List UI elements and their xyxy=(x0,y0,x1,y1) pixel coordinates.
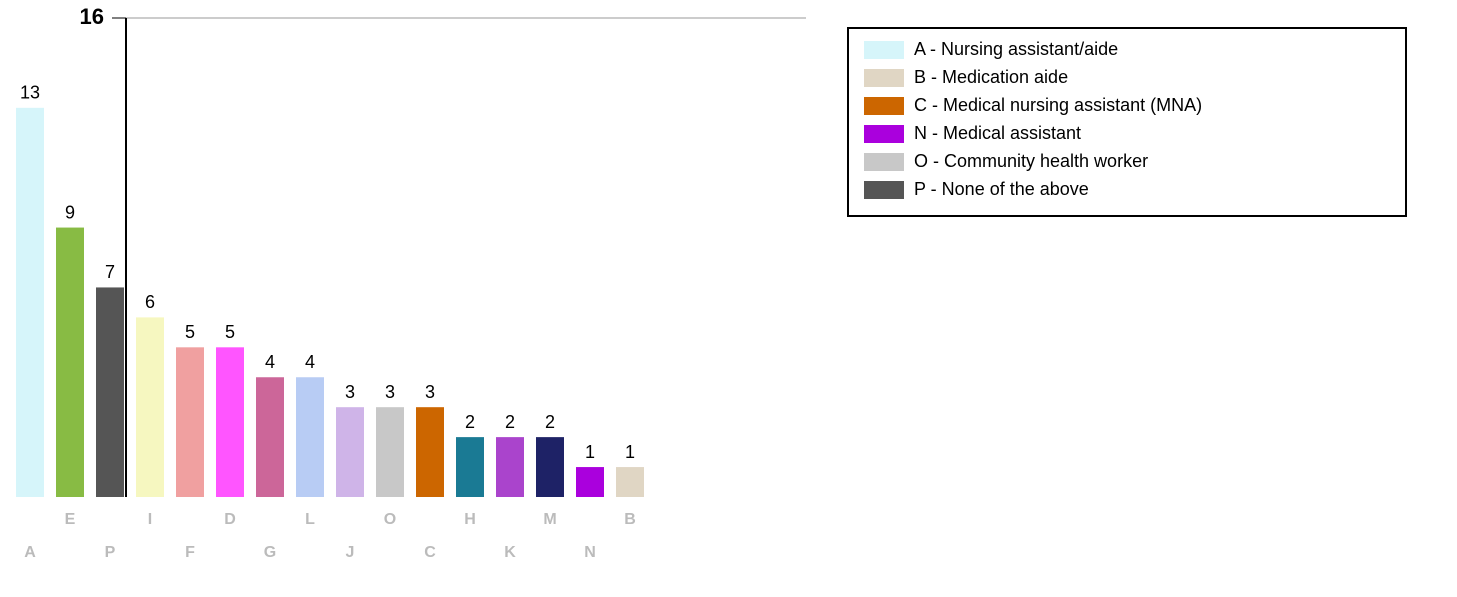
bar xyxy=(176,347,204,497)
value-label: 3 xyxy=(345,382,355,402)
value-label: 1 xyxy=(625,442,635,462)
bar xyxy=(216,347,244,497)
value-label: 4 xyxy=(305,352,315,372)
value-label: 5 xyxy=(185,322,195,342)
legend-swatch xyxy=(864,69,904,87)
value-label: 3 xyxy=(425,382,435,402)
x-tick-label: B xyxy=(624,511,636,528)
legend-swatch xyxy=(864,97,904,115)
bar xyxy=(56,228,84,497)
x-tick-label: G xyxy=(264,544,276,561)
value-label: 2 xyxy=(545,412,555,432)
value-label: 1 xyxy=(585,442,595,462)
bar xyxy=(456,437,484,497)
legend-swatch xyxy=(864,181,904,199)
value-label: 2 xyxy=(465,412,475,432)
legend-swatch xyxy=(864,125,904,143)
legend-label: A - Nursing assistant/aide xyxy=(914,39,1118,59)
value-label: 6 xyxy=(145,292,155,312)
bar xyxy=(336,407,364,497)
bar xyxy=(496,437,524,497)
legend-label: P - None of the above xyxy=(914,179,1089,199)
bar xyxy=(296,377,324,497)
bar xyxy=(16,108,44,497)
x-tick-label: F xyxy=(185,544,195,561)
bar xyxy=(136,317,164,497)
bar xyxy=(96,287,124,497)
y-tick-label: 16 xyxy=(80,4,104,29)
value-label: 7 xyxy=(105,262,115,282)
bar xyxy=(256,377,284,497)
x-tick-label: L xyxy=(305,511,315,528)
x-tick-label: D xyxy=(224,511,236,528)
x-tick-label: A xyxy=(24,544,36,561)
x-tick-label: P xyxy=(105,544,116,561)
value-label: 3 xyxy=(385,382,395,402)
x-tick-label: J xyxy=(346,544,355,561)
x-tick-label: H xyxy=(464,511,476,528)
legend-label: O - Community health worker xyxy=(914,151,1148,171)
x-tick-label: E xyxy=(65,511,76,528)
bar xyxy=(376,407,404,497)
chart: 16 A 13 E 9 P 7 I 6 F 5 D 5 G 4 L 4 J 3 O 3 C 3 H 2 K 2 M 2 N 1 B 1 A - N… xyxy=(0,0,1457,597)
legend-label: C - Medical nursing assistant (MNA) xyxy=(914,95,1202,115)
bar xyxy=(536,437,564,497)
value-label: 9 xyxy=(65,202,75,222)
legend-label: N - Medical assistant xyxy=(914,123,1081,143)
x-tick-label: O xyxy=(384,511,396,528)
bar xyxy=(416,407,444,497)
x-tick-label: C xyxy=(424,544,436,561)
value-label: 4 xyxy=(265,352,275,372)
legend-swatch xyxy=(864,153,904,171)
legend-label: B - Medication aide xyxy=(914,67,1068,87)
x-tick-label: K xyxy=(504,544,516,561)
bar xyxy=(616,467,644,497)
x-tick-label: N xyxy=(584,544,596,561)
bar xyxy=(576,467,604,497)
value-label: 5 xyxy=(225,322,235,342)
legend-swatch xyxy=(864,41,904,59)
x-tick-label: I xyxy=(148,511,152,528)
x-tick-label: M xyxy=(543,511,556,528)
value-label: 13 xyxy=(20,83,40,103)
value-label: 2 xyxy=(505,412,515,432)
